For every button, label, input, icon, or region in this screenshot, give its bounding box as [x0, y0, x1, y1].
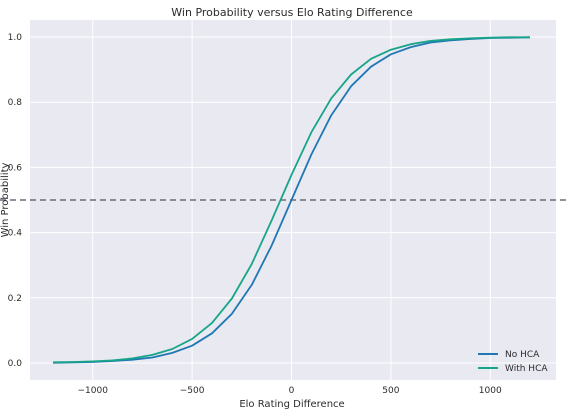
x-tick-label: 1000 [479, 386, 502, 396]
series-lines [52, 36, 531, 364]
y-tick-label: 0.8 [8, 98, 23, 108]
y-tick-label: 0.2 [8, 294, 22, 304]
y-tick-label: 0.4 [8, 229, 23, 239]
chart-title: Win Probability versus Elo Rating Differ… [171, 6, 413, 19]
legend-label: No HCA [505, 350, 540, 360]
y-tick-label: 0.0 [8, 359, 23, 369]
series-line-2 [52, 36, 530, 364]
x-tick-label: −1000 [78, 386, 109, 396]
y-tick-label: 0.6 [8, 163, 23, 173]
series-line-1 [52, 36, 531, 364]
x-axis-label: Elo Rating Difference [239, 399, 344, 410]
y-axis-label: Win Probability [0, 163, 11, 238]
y-tick-label: 1.0 [8, 33, 23, 43]
x-tick-labels: −1000 −500 0 500 1000 [78, 386, 502, 396]
legend: No HCA With HCA [478, 350, 548, 374]
y-tick-labels: 0.0 0.2 0.4 0.6 0.8 1.0 [8, 33, 23, 369]
x-tick-label: −500 [180, 386, 205, 396]
legend-label: With HCA [505, 364, 548, 374]
x-tick-label: 0 [289, 386, 295, 396]
x-tick-label: 500 [382, 386, 399, 396]
